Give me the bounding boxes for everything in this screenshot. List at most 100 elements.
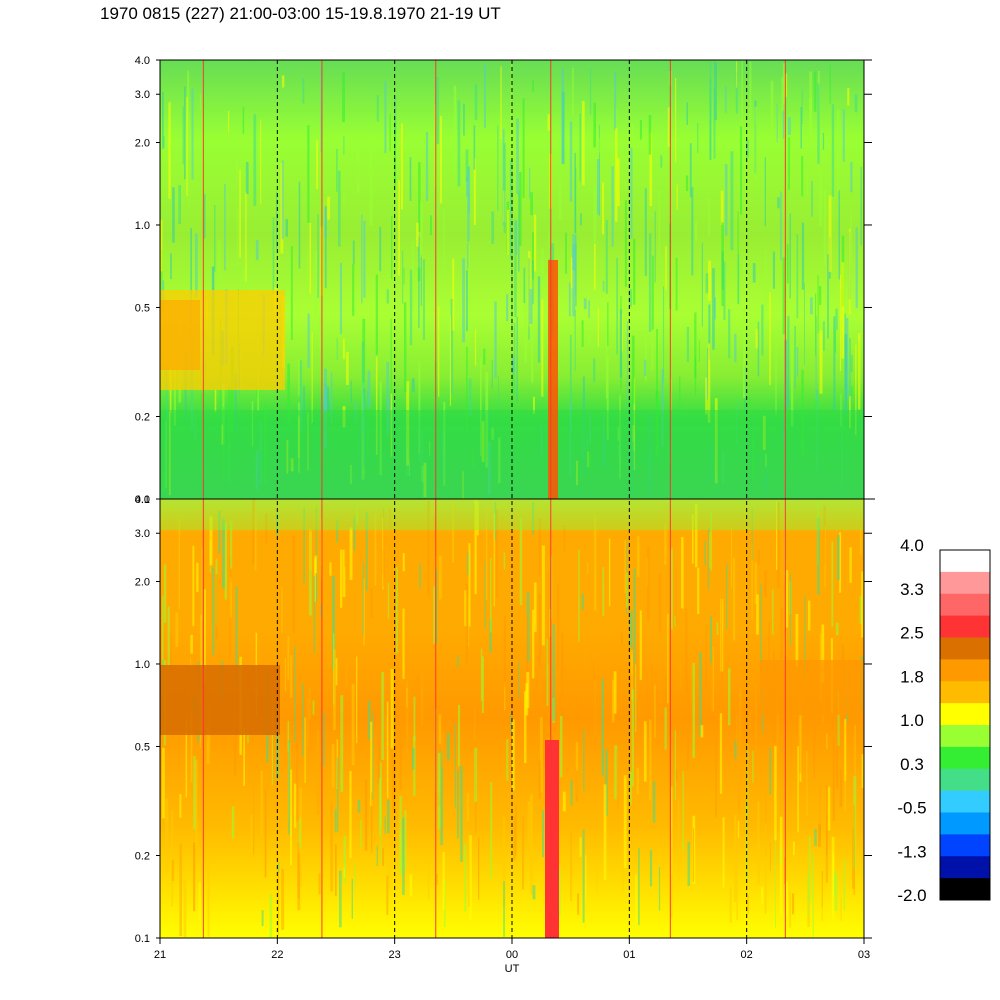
texture-streak (686, 326, 689, 362)
texture-streak (605, 220, 608, 294)
texture-streak (707, 347, 709, 400)
texture-streak (288, 740, 290, 835)
texture-streak (190, 228, 192, 324)
x-tick-label: 21 (154, 949, 166, 961)
texture-streak (269, 894, 273, 938)
chart-title: 1970 0815 (227) 21:00-03:00 15-19.8.1970… (100, 4, 501, 23)
texture-streak (342, 72, 345, 123)
texture-streak (769, 748, 772, 795)
colorbar-frame (939, 549, 991, 901)
texture-streak (708, 260, 711, 301)
texture-streak (330, 372, 333, 424)
texture-streak (721, 222, 724, 306)
texture-streak (345, 663, 348, 689)
texture-streak (577, 697, 580, 728)
texture-streak (579, 837, 582, 857)
texture-streak (764, 570, 767, 598)
texture-streak (494, 501, 497, 540)
texture-streak (235, 161, 239, 180)
texture-streak (285, 219, 288, 237)
texture-streak (402, 553, 405, 572)
texture-streak (324, 368, 327, 449)
texture-streak (498, 376, 499, 407)
texture-streak (749, 397, 751, 421)
texture-streak (515, 805, 517, 856)
texture-streak (474, 499, 477, 595)
texture-streak (635, 664, 637, 733)
texture-streak (810, 297, 813, 315)
texture-streak (533, 396, 535, 414)
texture-streak (190, 634, 193, 654)
texture-streak (604, 532, 606, 583)
texture-streak (589, 68, 592, 115)
texture-streak (531, 314, 534, 383)
texture-streak (327, 196, 330, 220)
texture-streak (324, 205, 327, 289)
texture-streak (182, 106, 184, 165)
texture-streak (638, 848, 640, 925)
texture-streak (281, 586, 283, 633)
texture-streak (805, 532, 808, 625)
texture-streak (792, 893, 795, 915)
texture-streak (468, 543, 471, 627)
texture-streak (469, 835, 472, 921)
texture-streak (728, 668, 731, 726)
texture-streak (230, 572, 232, 583)
texture-streak (162, 747, 165, 819)
texture-streak (694, 312, 697, 379)
texture-streak (316, 730, 320, 815)
texture-streak (819, 330, 823, 394)
texture-streak (708, 304, 711, 360)
texture-streak (572, 67, 574, 116)
texture-streak (736, 715, 738, 761)
texture-streak (400, 123, 403, 210)
texture-streak (193, 755, 196, 830)
texture-streak (513, 322, 516, 396)
texture-streak (547, 571, 550, 665)
colorbar-label: 2.5 (900, 624, 924, 643)
texture-streak (203, 194, 206, 239)
texture-streak (336, 519, 339, 543)
texture-streak (769, 600, 772, 671)
texture-streak (714, 297, 716, 320)
texture-streak (695, 221, 698, 242)
colorbar (939, 549, 991, 901)
texture-streak (411, 241, 414, 310)
texture-streak (559, 715, 563, 778)
texture-streak (342, 549, 346, 597)
texture-streak (409, 269, 413, 346)
texture-streak (437, 752, 441, 829)
texture-streak (516, 316, 518, 403)
texture-streak (351, 878, 353, 919)
texture-streak (588, 300, 590, 318)
texture-streak (490, 558, 492, 633)
texture-streak (728, 309, 731, 359)
texture-streak (777, 502, 780, 588)
texture-streak (631, 689, 634, 787)
texture-streak (430, 215, 432, 236)
texture-streak (854, 94, 858, 113)
texture-streak (541, 248, 544, 288)
texture-streak (207, 854, 210, 937)
texture-streak (357, 799, 361, 813)
colorbar-swatch (940, 615, 990, 638)
texture-streak (569, 121, 573, 202)
texture-streak (712, 268, 715, 350)
texture-streak (163, 136, 165, 148)
texture-streak (849, 338, 851, 420)
texture-streak (390, 318, 392, 405)
texture-streak (394, 96, 397, 134)
texture-streak (489, 619, 492, 653)
texture-streak (188, 114, 190, 209)
texture-streak (336, 338, 338, 361)
texture-streak (662, 286, 665, 382)
texture-streak (685, 175, 689, 192)
x-tick-label: 01 (623, 949, 635, 961)
texture-streak (819, 168, 823, 227)
texture-streak (349, 770, 352, 859)
texture-streak (279, 534, 282, 580)
texture-streak (465, 583, 469, 664)
colorbar-label: -1.3 (897, 842, 926, 861)
texture-streak (178, 517, 181, 609)
texture-streak (173, 362, 176, 426)
